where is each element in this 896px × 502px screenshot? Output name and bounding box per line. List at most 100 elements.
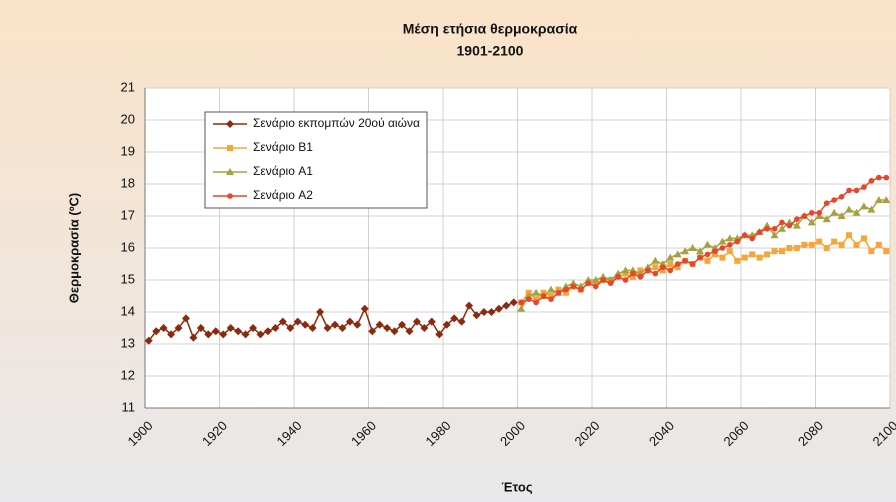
data-point bbox=[159, 324, 168, 332]
data-point bbox=[846, 232, 853, 239]
y-tick-label: 12 bbox=[121, 367, 135, 382]
data-point bbox=[390, 327, 399, 336]
data-point bbox=[532, 288, 541, 296]
data-point bbox=[859, 202, 868, 210]
data-point bbox=[487, 308, 496, 316]
data-point bbox=[853, 187, 860, 194]
data-point bbox=[703, 240, 712, 248]
data-point bbox=[607, 280, 614, 287]
data-point bbox=[704, 257, 711, 264]
data-point bbox=[689, 261, 696, 267]
data-point bbox=[652, 264, 659, 271]
data-point bbox=[801, 241, 808, 248]
data-point bbox=[263, 327, 272, 336]
data-point bbox=[883, 174, 890, 181]
data-point bbox=[368, 327, 377, 336]
data-point bbox=[174, 324, 183, 332]
data-point bbox=[592, 280, 599, 287]
data-point bbox=[219, 330, 228, 339]
y-tick-label: 15 bbox=[121, 271, 135, 286]
data-point bbox=[234, 327, 243, 336]
data-point bbox=[741, 232, 748, 238]
data-point bbox=[801, 213, 808, 219]
data-point bbox=[383, 324, 392, 332]
data-point bbox=[741, 254, 748, 261]
data-point bbox=[204, 330, 213, 339]
y-tick-label: 11 bbox=[122, 399, 136, 414]
data-point bbox=[316, 308, 325, 316]
data-point bbox=[667, 267, 674, 274]
data-point bbox=[249, 324, 258, 332]
data-point bbox=[144, 336, 153, 345]
data-point bbox=[533, 299, 539, 306]
data-point bbox=[875, 241, 882, 248]
data-point bbox=[823, 245, 830, 251]
data-point bbox=[852, 208, 861, 216]
data-point bbox=[861, 184, 867, 190]
data-point bbox=[494, 304, 503, 313]
data-point bbox=[734, 238, 741, 245]
data-point bbox=[831, 197, 837, 203]
data-point bbox=[749, 235, 755, 242]
data-point bbox=[615, 274, 621, 280]
data-point bbox=[189, 333, 198, 342]
data-point bbox=[256, 330, 265, 339]
data-point bbox=[808, 210, 815, 216]
legend-marker bbox=[227, 193, 233, 199]
data-point bbox=[786, 245, 793, 251]
y-axis-title: Θερμοκρασία (ºC) bbox=[66, 193, 81, 303]
data-point bbox=[756, 229, 763, 235]
data-point bbox=[412, 317, 421, 326]
data-point bbox=[540, 293, 547, 299]
data-point bbox=[756, 254, 763, 261]
legend-marker bbox=[227, 145, 233, 151]
data-point bbox=[548, 293, 555, 299]
data-point bbox=[867, 205, 876, 213]
data-point bbox=[816, 238, 823, 245]
data-point bbox=[682, 258, 688, 264]
data-point bbox=[874, 196, 883, 203]
data-point bbox=[882, 196, 891, 203]
data-point bbox=[600, 277, 606, 283]
data-point bbox=[808, 241, 815, 248]
data-point bbox=[517, 304, 526, 312]
data-point bbox=[764, 251, 771, 258]
data-point bbox=[450, 314, 459, 323]
data-point bbox=[211, 327, 220, 336]
data-point bbox=[630, 270, 636, 277]
data-point bbox=[838, 194, 845, 200]
data-point bbox=[278, 317, 287, 326]
data-point bbox=[629, 273, 636, 280]
data-point bbox=[398, 320, 407, 329]
data-point bbox=[427, 317, 436, 326]
data-point bbox=[793, 245, 800, 251]
legend-label: Σενάριο A2 bbox=[253, 188, 313, 202]
data-point bbox=[673, 250, 682, 258]
data-point bbox=[719, 245, 726, 251]
y-tick-label: 21 bbox=[121, 79, 135, 94]
data-point bbox=[293, 317, 302, 326]
data-point bbox=[816, 210, 823, 216]
data-point bbox=[152, 327, 161, 336]
data-point bbox=[779, 219, 785, 226]
data-point bbox=[591, 276, 600, 283]
legend-label: Σενάριο A1 bbox=[253, 164, 313, 178]
data-point bbox=[555, 290, 562, 296]
data-point bbox=[792, 221, 801, 229]
data-point bbox=[338, 324, 347, 332]
data-point bbox=[525, 296, 532, 303]
data-point bbox=[345, 317, 354, 326]
data-point bbox=[764, 226, 770, 232]
data-point bbox=[570, 283, 577, 290]
data-point bbox=[301, 320, 310, 329]
data-point bbox=[838, 241, 845, 248]
data-point bbox=[704, 251, 711, 258]
y-tick-label: 19 bbox=[121, 143, 135, 158]
data-point bbox=[681, 247, 690, 255]
legend-box bbox=[204, 111, 428, 209]
data-point bbox=[472, 311, 481, 320]
data-point bbox=[645, 267, 651, 274]
data-point bbox=[830, 208, 839, 216]
y-tick-label: 13 bbox=[121, 335, 135, 350]
